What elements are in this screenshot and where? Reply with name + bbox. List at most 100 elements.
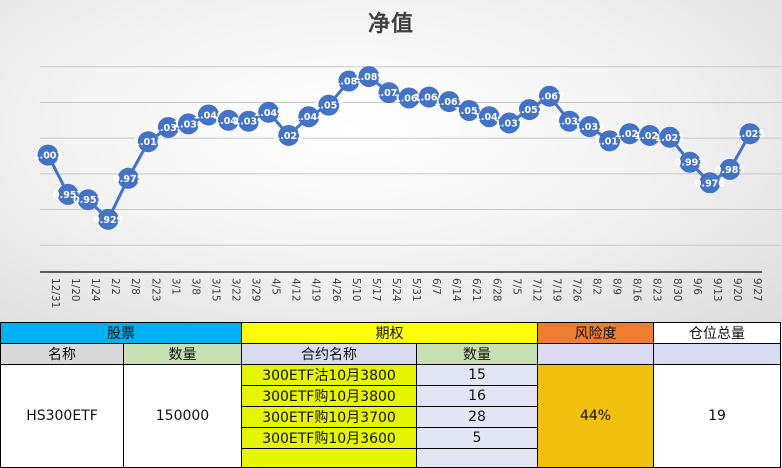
option-qty-subheader: 数量 [416, 343, 538, 365]
data-label: 0.957 [53, 190, 83, 201]
data-point [679, 151, 701, 173]
data-point [358, 66, 380, 88]
data-label: 1.071 [374, 88, 404, 99]
option-qty-cell: 5 [416, 427, 538, 449]
x-tick-label: 3/1 [169, 278, 181, 295]
x-tick-label: 4/5 [270, 278, 282, 295]
option-qty-cell: 16 [416, 385, 538, 407]
data-point [418, 86, 440, 108]
data-label: 1.039 [234, 117, 264, 128]
data-label: 1.046 [193, 110, 223, 121]
x-tick-label: 2/2 [109, 278, 121, 295]
data-point [639, 124, 661, 146]
option-contract-cell: 300ETF购10月3700 [241, 406, 417, 428]
x-tick-label: 8/30 [671, 278, 683, 302]
data-point [739, 123, 761, 145]
data-label: 1.036 [173, 119, 203, 130]
contract-name-subheader: 合约名称 [241, 343, 417, 365]
data-point [719, 158, 741, 180]
data-point [619, 123, 641, 145]
data-point [238, 110, 260, 132]
data-point [218, 109, 240, 131]
x-tick-label: 3/22 [230, 278, 242, 302]
risk-value-cell: 44% [537, 364, 654, 468]
data-label: 1.061 [434, 97, 464, 108]
stock-name-subheader: 名称 [0, 343, 124, 365]
data-point [699, 172, 721, 194]
data-point [298, 106, 320, 128]
x-tick-label: 6/7 [430, 278, 442, 295]
option-header: 期权 [241, 322, 538, 344]
position-total-cell: 19 [653, 364, 781, 468]
data-label: 1.023 [274, 131, 304, 142]
data-point [278, 124, 300, 146]
option-qty-cell: 28 [416, 406, 538, 428]
data-label: 1.023 [635, 131, 665, 142]
position-subheader-blank [653, 343, 781, 365]
x-tick-label: 7/19 [550, 278, 562, 302]
data-point [137, 131, 159, 153]
data-point [338, 70, 360, 92]
data-point [599, 130, 621, 152]
data-label: 0.951 [73, 195, 103, 206]
data-point [518, 99, 540, 121]
data-point [498, 112, 520, 134]
data-label: 1.025 [615, 129, 645, 140]
data-label: 0.970 [695, 178, 725, 189]
data-label: 1.044 [294, 112, 324, 123]
option-contract-cell: 300ETF购10月3800 [241, 385, 417, 407]
data-label: 1.016 [133, 137, 163, 148]
stock-name-cell: HS300ETF [0, 364, 124, 468]
option-contract-cell: 300ETF购10月3600 [241, 427, 417, 449]
data-point [398, 87, 420, 109]
data-point [177, 113, 199, 135]
data-label: 0.993 [675, 158, 705, 169]
chart-area: 1.001 0.957 0.951 0.929 0.975 1.016 1.032 1.036… [0, 0, 782, 322]
x-tick-label: 5/24 [390, 278, 402, 302]
x-tick-label: 7/12 [530, 278, 542, 302]
x-tick-label: 4/12 [290, 278, 302, 302]
data-point [579, 116, 601, 138]
data-label: 1.001 [33, 151, 63, 162]
data-label: 1.017 [595, 136, 625, 147]
data-label: 1.067 [534, 92, 564, 103]
x-tick-label: 9/27 [751, 278, 763, 302]
x-tick-label: 8/2 [591, 278, 603, 295]
data-point [558, 110, 580, 132]
data-label: 1.057 [314, 101, 344, 112]
x-tick-label: 12/31 [49, 278, 61, 308]
data-point [438, 91, 460, 113]
data-label: 1.039 [554, 117, 584, 128]
data-label: 1.051 [454, 106, 484, 117]
x-tick-label: 3/8 [189, 278, 201, 295]
data-point [318, 94, 340, 116]
data-point [117, 167, 139, 189]
data-point [37, 144, 59, 166]
data-point [258, 101, 280, 123]
data-point [659, 126, 681, 148]
data-point [378, 82, 400, 104]
data-point [197, 104, 219, 126]
stock-qty-cell: 150000 [123, 364, 242, 468]
x-tick-label: 1/20 [69, 278, 81, 302]
data-label: 0.985 [715, 165, 745, 176]
data-point [478, 106, 500, 128]
x-tick-label: 2/8 [129, 278, 141, 295]
stock-header: 股票 [0, 322, 242, 344]
data-label: 1.044 [474, 112, 504, 123]
x-tick-label: 9/13 [711, 278, 723, 302]
option-contract-cell [241, 448, 417, 468]
x-tick-label: 5/31 [410, 278, 422, 302]
data-label: 1.021 [655, 133, 685, 144]
data-label: 1.065 [394, 94, 424, 105]
x-tick-label: 1/24 [89, 278, 101, 302]
option-contract-cell: 300ETF沽10月3800 [241, 364, 417, 386]
data-point [77, 189, 99, 211]
x-tick-label: 7/26 [570, 278, 582, 302]
data-label: 1.033 [575, 122, 605, 133]
x-tick-label: 9/6 [691, 278, 703, 295]
data-point [157, 116, 179, 138]
option-qty-cell [416, 448, 538, 468]
data-label: 1.052 [514, 105, 544, 116]
data-label: 0.929 [93, 215, 123, 226]
